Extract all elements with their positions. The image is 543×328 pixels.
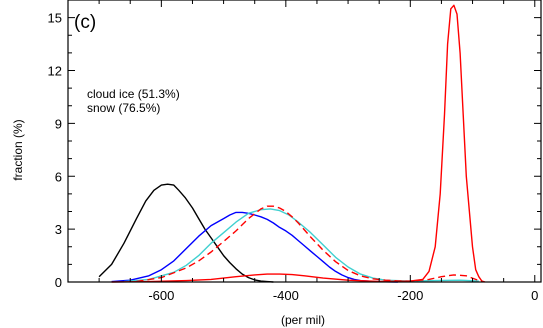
ticks-layer: -600 -400 -200 0 0 3 6 9 12 15 [48,0,541,303]
x-tick-label: -200 [397,288,423,303]
x-axis-title: (per mil) [281,313,325,327]
y-tick-label: 6 [55,169,62,184]
y-axis-title: fraction (%) [11,119,25,180]
x-tick-label: -400 [273,288,299,303]
panel-label: (c) [74,12,96,33]
x-tick-label: 0 [531,288,538,303]
x-tick-label: -600 [148,288,174,303]
annotation-snow: snow (76.5%) [87,101,160,115]
y-tick-label: 12 [48,64,62,79]
series-line-4 [136,205,483,283]
series-line-3 [111,4,486,283]
y-tick-label: 0 [55,275,62,290]
series-line-0 [98,183,274,283]
series-line-2 [123,208,479,283]
series-line-1 [111,211,398,283]
annotation-cloud-ice: cloud ice (51.3%) [87,87,180,101]
y-tick-label: 3 [55,222,62,237]
y-tick-label: 9 [55,116,62,131]
plot-frame [67,0,542,283]
axes-layer [67,0,542,283]
series-layer [98,4,486,283]
y-tick-label: 15 [48,11,62,26]
